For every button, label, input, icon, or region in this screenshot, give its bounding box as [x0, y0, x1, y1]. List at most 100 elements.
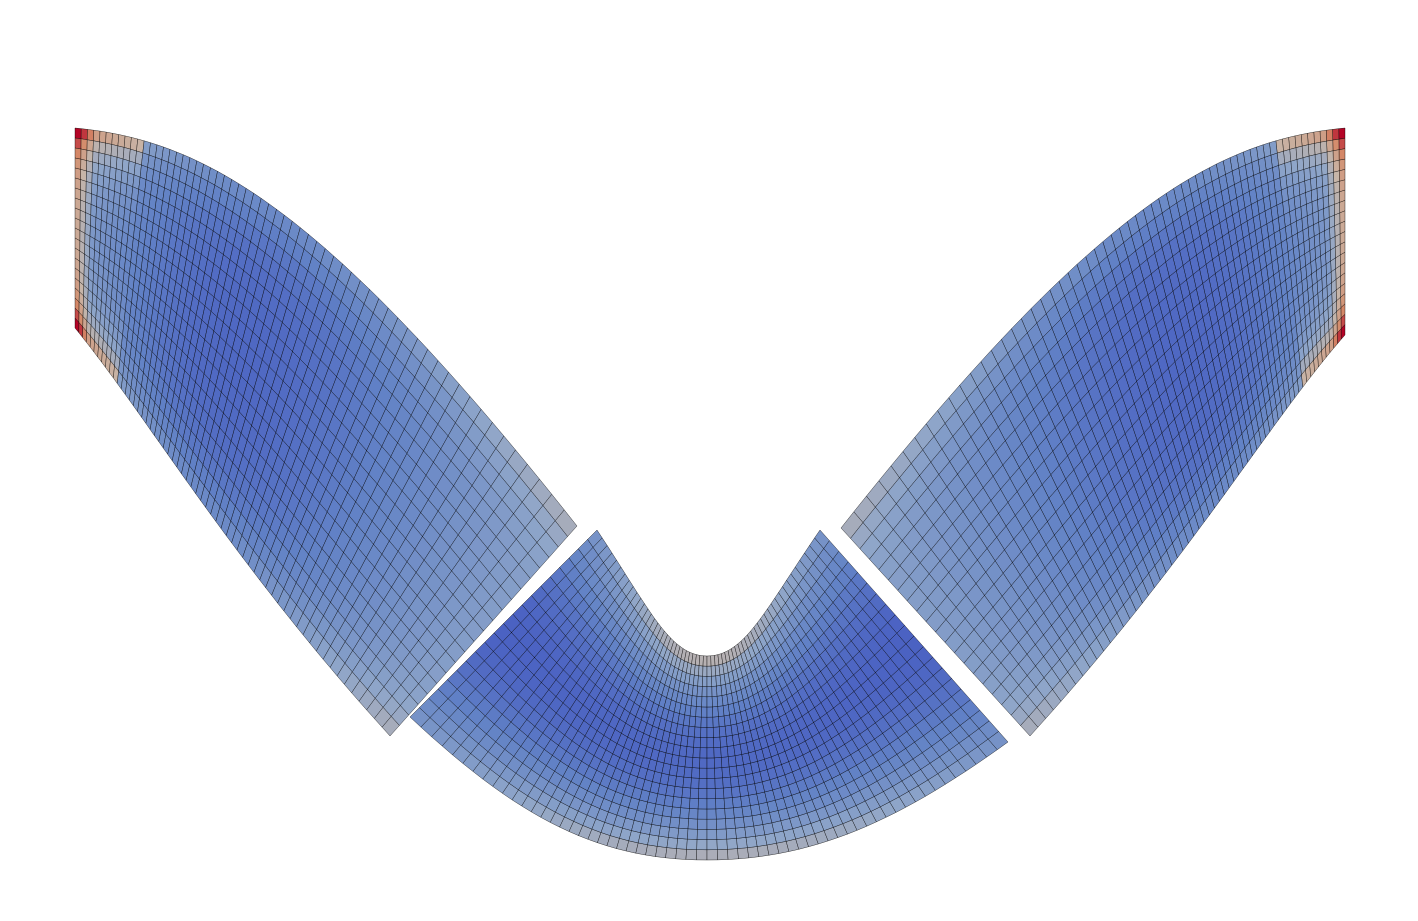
mesh-cell	[696, 839, 708, 851]
mesh-cell	[687, 818, 699, 830]
mesh-cell	[696, 695, 703, 708]
mesh-cell	[697, 808, 708, 820]
mesh-cell	[706, 829, 718, 840]
mesh-cell	[86, 139, 94, 152]
mesh-cell	[706, 655, 712, 667]
mesh-cell	[1314, 141, 1322, 156]
mesh-cell	[814, 529, 830, 549]
mesh-cell	[1309, 165, 1317, 180]
mesh-cell	[676, 765, 686, 778]
mesh-cell	[716, 838, 728, 850]
mesh-cell	[110, 155, 118, 170]
mesh-cell	[1321, 162, 1329, 176]
mesh-piece-center-bend	[409, 529, 1009, 861]
mesh-cell	[1320, 140, 1328, 154]
mesh-cell	[91, 172, 99, 186]
mesh-cell	[672, 796, 683, 808]
mesh-cell	[698, 767, 708, 779]
mesh-cell	[673, 786, 684, 798]
mesh-cell	[724, 807, 735, 819]
mesh-cell	[688, 808, 699, 820]
mesh-cell	[647, 834, 660, 847]
mesh-cell	[656, 835, 669, 848]
mesh-cell	[713, 736, 721, 748]
mesh-cell	[679, 807, 690, 819]
mesh-cell	[706, 675, 713, 687]
mesh-cell	[706, 798, 717, 810]
mesh-cell	[1314, 152, 1322, 167]
mesh-cell	[677, 755, 687, 768]
mesh-cell	[706, 839, 718, 851]
mesh-cell	[74, 127, 82, 140]
mesh-cell	[92, 140, 100, 154]
mesh-cell	[700, 727, 708, 738]
mesh-cell	[725, 817, 736, 830]
mesh-cell	[1332, 149, 1340, 162]
mesh-cell	[697, 798, 708, 810]
mesh-cell	[702, 675, 708, 687]
mesh-cell	[1339, 169, 1346, 182]
mesh-cell	[110, 144, 119, 158]
mesh-cell	[706, 808, 717, 820]
mesh-cell	[85, 170, 93, 184]
mesh-cell	[1333, 159, 1340, 173]
mesh-cell	[690, 695, 698, 707]
mesh-cell	[678, 745, 688, 757]
mesh-cell	[1303, 167, 1311, 182]
mesh-cell	[655, 846, 668, 859]
mesh-cell	[1020, 716, 1039, 737]
mesh-cell	[80, 148, 88, 161]
mesh-cell	[1301, 144, 1310, 159]
mesh-cell	[1302, 155, 1310, 170]
mesh-cell	[676, 838, 688, 850]
mesh-cell	[1327, 182, 1335, 196]
mesh-cell	[109, 166, 117, 181]
mesh-cell	[86, 129, 94, 142]
mesh-cell	[665, 847, 677, 860]
mesh-cell	[706, 757, 715, 769]
mesh-cell	[706, 716, 714, 728]
mesh-cell	[712, 716, 720, 728]
mesh-cell	[712, 726, 721, 738]
mesh-cell	[1321, 173, 1329, 187]
mesh-cell	[732, 796, 743, 809]
mesh-cell	[682, 776, 692, 789]
mesh-cell	[697, 818, 708, 830]
mesh-cell	[1327, 161, 1334, 175]
mesh-cell	[1326, 150, 1334, 164]
mesh-cell	[1308, 154, 1316, 168]
mesh-cell	[706, 696, 713, 708]
mesh-cell	[686, 838, 698, 850]
mesh-cell	[717, 849, 729, 861]
mesh-cell	[1338, 148, 1346, 161]
mesh-cell	[1304, 178, 1312, 193]
mesh-cell	[696, 685, 703, 697]
mesh-cell	[1315, 163, 1323, 178]
mesh-cell	[686, 736, 695, 748]
mesh-cell	[696, 849, 708, 861]
mesh-cell	[93, 129, 101, 143]
mesh-cell	[692, 746, 701, 759]
mesh-cell	[80, 158, 87, 172]
mesh-cell	[669, 816, 681, 829]
mesh-cell	[681, 787, 692, 799]
mesh-cell	[695, 706, 702, 718]
mesh-cell	[747, 846, 760, 859]
mesh-cell	[74, 147, 82, 160]
mesh-cell	[706, 747, 715, 759]
mesh-cell	[699, 747, 708, 759]
mesh-cell	[666, 837, 678, 849]
mesh-cell	[698, 788, 708, 800]
mesh-piece-left-arm	[74, 127, 578, 737]
mesh-cell	[701, 706, 708, 718]
mesh-cell	[1332, 128, 1340, 141]
mesh-cell	[706, 849, 718, 861]
mesh-cell	[687, 725, 696, 738]
mesh-cell	[1339, 179, 1346, 193]
mesh-cell	[685, 849, 697, 861]
mesh-cell	[700, 716, 708, 728]
mesh-cell	[694, 726, 702, 738]
mesh-cell	[98, 152, 106, 166]
mesh-cell	[670, 806, 682, 819]
